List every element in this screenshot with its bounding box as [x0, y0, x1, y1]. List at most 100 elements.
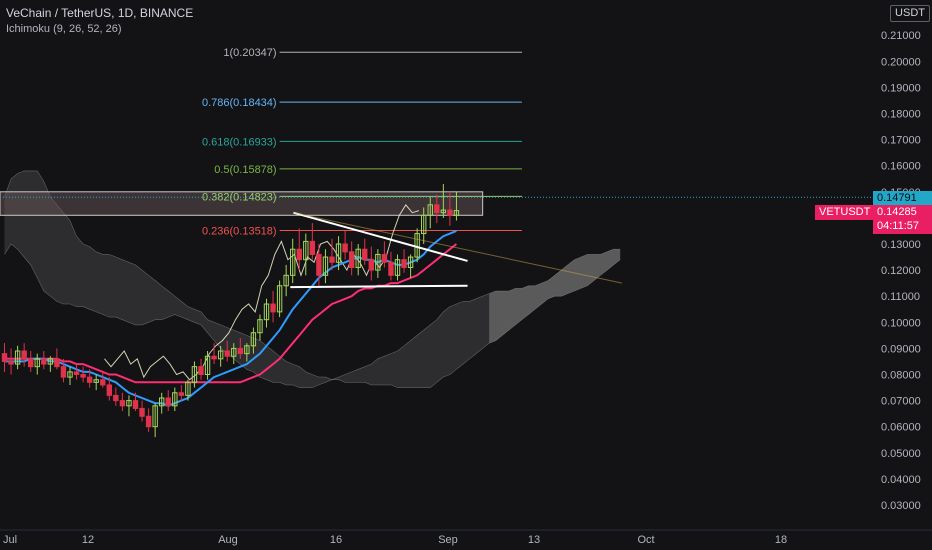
candle-body [139, 407, 145, 417]
candle-body [316, 253, 322, 276]
projection-trendline [293, 212, 623, 284]
candle-body [185, 381, 191, 396]
candle-body [250, 332, 257, 347]
candle-body [119, 400, 126, 407]
candle-body [191, 366, 198, 383]
candle-body [113, 394, 119, 402]
candle-body [198, 366, 204, 376]
candle-body [172, 392, 178, 407]
candle-body [204, 355, 211, 376]
candle-body [362, 248, 368, 261]
price-axis-tick-label: 0.21000 [881, 30, 921, 42]
candle-body [73, 371, 80, 376]
fib-level-label: 1(0.20347) [223, 47, 276, 59]
candle-body [421, 214, 427, 235]
candle-body [80, 374, 86, 378]
candle-body [263, 303, 270, 321]
candle-body [244, 345, 250, 355]
senkou-span-a-line [4, 243, 621, 388]
time-axis-tick-label: 12 [82, 534, 94, 546]
price-axis-tick-label: 0.16000 [881, 161, 921, 173]
last-price-badge: 0.14285 [873, 205, 932, 220]
candle-body [355, 248, 361, 268]
candle-body [388, 261, 394, 276]
time-axis-tick-label: 13 [528, 534, 540, 546]
price-axis-tick-label: 0.17000 [881, 135, 921, 147]
candle-body [375, 253, 381, 271]
current-price-badge: 0.14791 [873, 191, 932, 206]
candle-body [159, 397, 165, 407]
triangle-upper-trendline [293, 211, 468, 262]
candle-body [414, 233, 420, 258]
candle-body [21, 350, 27, 360]
price-axis-tick-label: 0.05000 [881, 448, 921, 460]
candle-body [276, 285, 283, 313]
quote-currency-button[interactable]: USDT [890, 5, 930, 22]
price-axis-tick-label: 0.10000 [881, 317, 921, 329]
candle-body [270, 303, 276, 313]
candle-body [28, 358, 34, 368]
countdown-badge: 04:11:57 [873, 219, 932, 234]
candle-body [434, 204, 440, 214]
senkou-span-b-line [4, 170, 621, 388]
candle-body [126, 400, 132, 407]
candle-body [401, 259, 407, 268]
indicator-legend[interactable]: Ichimoku (9, 26, 52, 26) [6, 23, 122, 35]
candle-body [132, 400, 139, 409]
fib-level-label: 0.786(0.18434) [202, 97, 277, 109]
candle-body [407, 256, 414, 268]
candle-body [41, 358, 47, 365]
price-axis-tick-label: 0.19000 [881, 82, 921, 94]
candle-body [453, 210, 460, 216]
fib-level-label: 0.382(0.14823) [202, 191, 277, 203]
candle-body [67, 371, 73, 378]
candle-body [427, 204, 433, 216]
candle-body [34, 358, 40, 368]
candle-body [440, 209, 447, 214]
candle-body [394, 259, 401, 276]
candle-body [211, 355, 217, 360]
ichimoku-cloud [4, 170, 621, 388]
candle-body [329, 256, 335, 263]
candle-body [86, 376, 93, 383]
candle-body [447, 209, 453, 216]
price-axis-tick-label: 0.18000 [881, 109, 921, 121]
candle-body [303, 240, 309, 261]
time-axis-tick-label: Sep [438, 534, 458, 546]
candle-body [368, 259, 375, 271]
candle-body [381, 253, 388, 263]
price-axis-tick-label: 0.12000 [881, 265, 921, 277]
candle-body [100, 379, 106, 386]
candle-body [47, 358, 54, 365]
candle-body [14, 350, 21, 365]
tenkan-sen-line [4, 229, 457, 407]
candle-body [8, 360, 14, 365]
time-axis-tick-label: Oct [637, 534, 654, 546]
candle-body [335, 243, 342, 263]
chikou-span [104, 204, 420, 381]
fib-level-label: 0.5(0.15878) [214, 164, 276, 176]
price-axis-tick-label: 0.07000 [881, 396, 921, 408]
candle-body [231, 347, 237, 357]
candle-body [60, 366, 67, 378]
price-axis-tick-label: 0.04000 [881, 474, 921, 486]
candle-body [165, 397, 171, 407]
price-axis-tick-label: 0.03000 [881, 500, 921, 512]
time-axis-tick-label: 16 [330, 534, 342, 546]
candle-body [145, 415, 152, 428]
candle-body [348, 251, 355, 268]
price-axis-background [873, 0, 932, 530]
symbol-title: VeChain / TetherUS, 1D, BINANCE [6, 6, 194, 20]
fib-level-label: 0.236(0.13518) [202, 225, 277, 237]
price-axis-tick-label: 0.11000 [881, 291, 920, 303]
candle-body [106, 384, 112, 396]
price-axis-tick-label: 0.09000 [881, 343, 921, 355]
fib-level-label: 0.618(0.16933) [202, 136, 277, 148]
candle-body [322, 256, 329, 276]
price-axis-tick-label: 0.20000 [881, 56, 921, 68]
candle-body [224, 350, 230, 357]
candle-body [1, 353, 8, 362]
candle-body [257, 319, 263, 334]
